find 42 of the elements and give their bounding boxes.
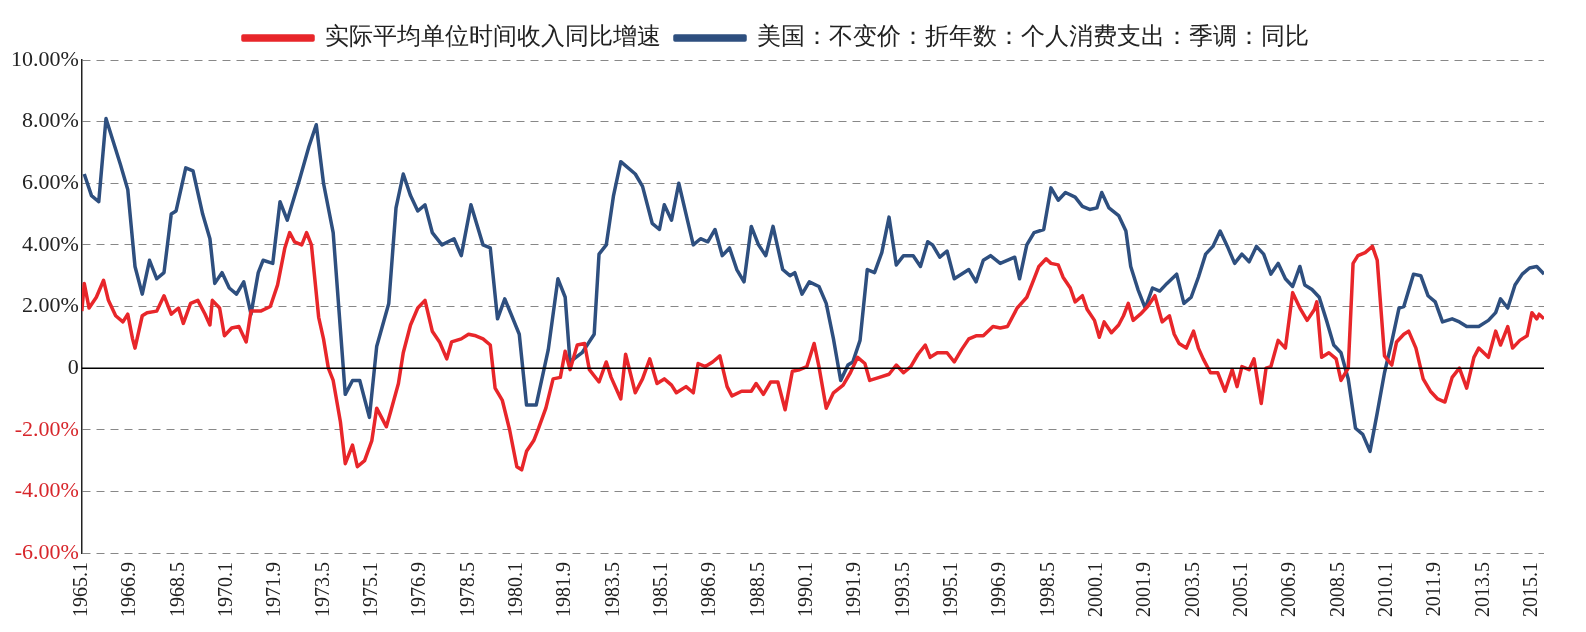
legend-label: 实际平均单位时间收入同比增速 [325, 23, 661, 50]
x-tick-label: 1973.5 [310, 562, 333, 617]
x-tick-label: 1998.5 [1035, 562, 1058, 617]
x-tick-label: 1976.9 [407, 562, 430, 617]
x-tick-label: 2010.1 [1374, 562, 1397, 617]
x-tick-label: 1986.9 [697, 562, 720, 617]
y-tick-label: -2.00% [14, 415, 79, 441]
y-tick-label: 0 [67, 353, 79, 379]
x-tick-label: 1996.9 [987, 562, 1010, 617]
x-tick-label: 2006.9 [1277, 562, 1300, 617]
x-tick-label: 2000.1 [1084, 562, 1107, 617]
x-tick-label: 2011.9 [1422, 562, 1445, 617]
x-tick-label: 1983.5 [600, 562, 623, 617]
legend-label: 美国：不变价：折年数：个人消费支出：季调：同比 [757, 23, 1309, 50]
x-tick-label: 2001.9 [1132, 562, 1155, 617]
x-tick-label: 1988.5 [745, 562, 768, 617]
x-tick-label: 1965.1 [69, 562, 92, 617]
x-tick-label: 2003.5 [1180, 562, 1203, 617]
x-tick-label: 1968.5 [165, 562, 188, 617]
x-tick-label: 1970.1 [214, 562, 237, 617]
x-tick-label: 2013.5 [1470, 562, 1493, 617]
x-tick-label: 1971.9 [262, 562, 285, 617]
x-tick-label: 1975.1 [359, 562, 382, 617]
y-tick-label: 6.00% [22, 169, 79, 195]
x-tick-label: 2015.1 [1519, 562, 1542, 617]
x-tick-label: 1990.1 [794, 562, 817, 617]
x-tick-label: 1978.5 [455, 562, 478, 617]
x-tick-label: 1991.9 [842, 562, 865, 617]
y-tick-label: -6.00% [14, 538, 79, 564]
x-tick-label: 1995.1 [939, 562, 962, 617]
x-tick-label: 1985.1 [649, 562, 672, 617]
y-tick-label: 2.00% [22, 292, 79, 318]
x-tick-label: 2008.5 [1325, 562, 1348, 617]
y-tick-label: 10.00% [11, 45, 79, 71]
x-tick-label: 1993.5 [890, 562, 913, 617]
x-tick-label: 1980.1 [504, 562, 527, 617]
x-tick-label: 2005.1 [1229, 562, 1252, 617]
y-tick-label: 4.00% [22, 230, 79, 256]
y-tick-label: 8.00% [22, 107, 79, 133]
x-tick-label: 1966.9 [117, 562, 140, 617]
y-tick-label: -4.00% [14, 477, 79, 503]
x-tick-label: 1981.9 [552, 562, 575, 617]
